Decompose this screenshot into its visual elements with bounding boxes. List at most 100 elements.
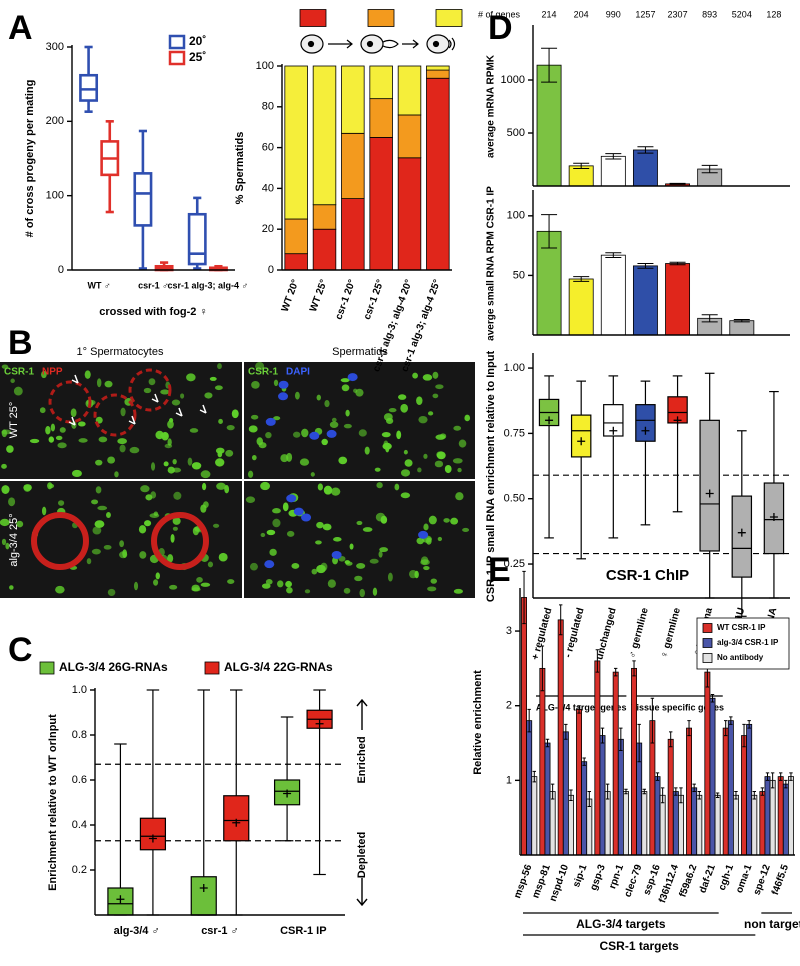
error-bar	[541, 47, 558, 83]
granule	[86, 558, 92, 565]
bar	[727, 720, 734, 856]
box	[190, 876, 217, 916]
header-value: 128	[766, 9, 781, 19]
error-bar	[545, 738, 550, 748]
error-bar	[573, 162, 590, 170]
granule	[417, 467, 422, 473]
x-tick-label: cgh-1	[717, 863, 737, 892]
column-title: 1° Spermatocytes	[77, 346, 164, 358]
granule	[201, 482, 207, 491]
annotation-arrows	[356, 698, 368, 907]
y-tick-label: 1	[506, 774, 512, 786]
chart-title: CSR-1 ChIP	[606, 567, 689, 584]
channel-label: DAPI	[286, 367, 310, 378]
granule	[453, 425, 462, 431]
y-tick-label: 0.50	[504, 493, 525, 505]
granule	[301, 428, 309, 438]
mean	[545, 416, 554, 425]
granule	[57, 442, 67, 449]
legend-swatch	[168, 50, 186, 66]
granule	[376, 482, 383, 489]
granule	[285, 580, 292, 588]
nucleus	[278, 380, 289, 389]
granule	[450, 517, 459, 525]
granule	[247, 470, 254, 478]
nuclear-envelope	[31, 512, 89, 570]
granule	[57, 500, 65, 506]
legend-swatch	[435, 9, 463, 27]
granule	[70, 408, 77, 418]
error-bar	[540, 645, 545, 692]
y-tick-label: 3	[506, 625, 512, 637]
group-label: Tissue specific genes	[631, 702, 724, 712]
granule	[217, 363, 222, 370]
bar	[557, 619, 564, 856]
granule	[227, 579, 235, 584]
granule	[8, 497, 16, 507]
row-label: alg-3/4 25°	[8, 513, 20, 566]
bar	[586, 798, 593, 856]
granule	[0, 518, 10, 527]
granule	[215, 447, 225, 454]
bar	[777, 776, 784, 856]
granule	[462, 527, 470, 533]
granule	[428, 515, 437, 525]
channel-label: CSR-1	[4, 367, 34, 378]
bar	[632, 149, 658, 187]
error-bar	[582, 757, 586, 766]
x-tick-label: sip-1	[571, 863, 589, 889]
granule	[265, 579, 273, 585]
granule	[458, 439, 467, 448]
granule	[316, 564, 326, 574]
header-label: # of genes	[478, 9, 521, 19]
error-bar	[532, 770, 537, 783]
error-bar	[522, 570, 526, 625]
granule	[423, 453, 428, 459]
nuclear-envelope	[128, 368, 172, 412]
channel-label: NPP	[42, 367, 63, 378]
bar	[369, 65, 393, 100]
granule	[255, 362, 265, 371]
error-bar	[595, 649, 600, 673]
error-bar	[619, 727, 623, 751]
granule	[381, 432, 391, 438]
granule	[414, 570, 419, 579]
channel-label: CSR-1	[248, 367, 278, 378]
granule	[423, 565, 430, 571]
granule	[317, 483, 323, 491]
granule	[251, 455, 257, 461]
nucleus	[278, 392, 289, 401]
granule	[358, 429, 367, 437]
bar	[654, 776, 661, 856]
granule	[209, 376, 217, 381]
granule	[286, 530, 295, 537]
granule	[341, 384, 350, 392]
granule	[218, 418, 223, 424]
bar	[369, 98, 393, 138]
granule	[251, 380, 260, 389]
bar	[539, 667, 546, 856]
granule	[269, 548, 277, 556]
y-tick-label: 1.00	[504, 362, 525, 374]
granule	[200, 504, 207, 513]
granule	[200, 470, 211, 479]
mean	[232, 818, 241, 827]
granule	[316, 394, 321, 401]
x-tick-label: ♀ germline	[659, 606, 683, 659]
granule	[180, 393, 185, 399]
legend-label: ALG-3/4 26G-RNAs	[59, 660, 168, 674]
granule	[343, 587, 351, 594]
granule	[169, 584, 178, 590]
header-value: 2307	[668, 9, 688, 19]
granule	[200, 582, 211, 587]
granule	[404, 459, 413, 467]
granule	[286, 587, 293, 594]
granule	[403, 449, 408, 455]
column-title: Spermatids	[332, 346, 388, 358]
granule	[107, 588, 116, 597]
granule	[329, 421, 339, 428]
x-tick-label: f46f5.5	[770, 863, 791, 897]
granule	[96, 378, 102, 388]
legend-swatch	[702, 638, 713, 648]
granule	[394, 483, 400, 491]
